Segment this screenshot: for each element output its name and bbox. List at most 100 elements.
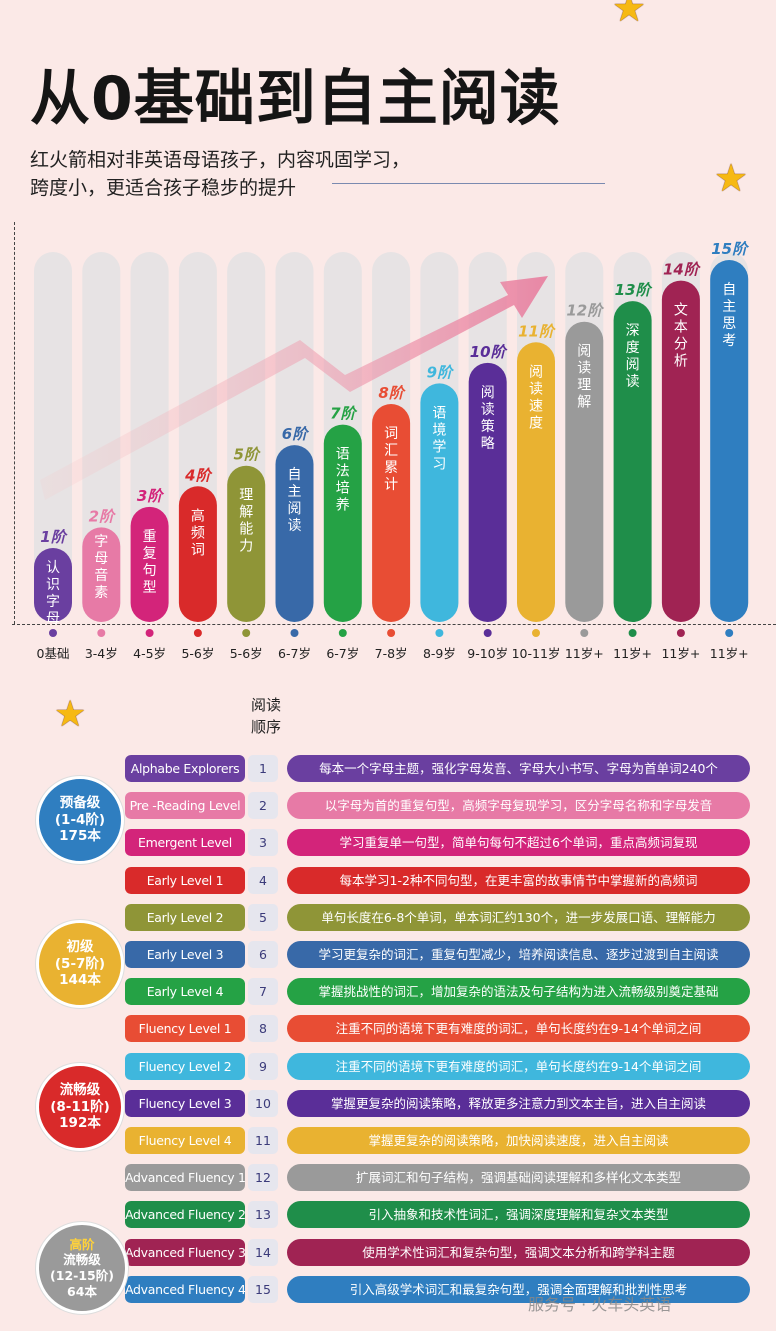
stage-label: 4阶 [184,466,212,484]
axis-dot [483,629,492,637]
x-tick-label: 11岁+ [661,646,700,661]
level-number: 8 [248,1015,278,1043]
level-row: Alphabe Explorers 1 每本一个字母主题，强化字母发音、字母大小书写… [0,755,776,783]
bar-label-char: 解 [577,395,591,411]
bar-label-char: 理 [239,488,253,504]
level-name: Fluency Level 1 [125,1015,245,1043]
level-number: 3 [248,829,278,857]
level-description: 单句长度在6-8个单词，单本词汇约130个，进一步发展口语、理解能力 [287,903,750,931]
bar-label-char: 析 [674,354,688,370]
bar-label-char: 重 [143,529,157,545]
bar-label-char: 读 [577,360,591,377]
x-tick-label: 7-8岁 [375,646,408,661]
bar-label-char: 句 [143,563,157,579]
bar-label-char: 培 [336,481,350,497]
level-name: Advanced Fluency 3 [125,1238,245,1266]
level-row: Emergent Level 3 学习重复单一句型，简单句每句不超过6个单词，重点高… [0,829,776,857]
bar-label-char: 型 [143,580,157,596]
axis-dot [580,629,589,637]
axis-dot [145,629,154,637]
level-row: Fluency Level 2 9 注重不同的语境下更有难度的词汇，单句长度约在9-… [0,1052,776,1081]
stage-label: 14阶 [663,261,701,279]
bar-track [82,252,121,622]
tier-line: 144本 [59,972,101,989]
bar-label-char: 阅 [288,501,302,517]
stage-label: 11阶 [518,322,556,340]
bar-label-char: 认 [46,560,60,576]
bar-label-char: 识 [46,577,60,593]
level-row: Early Level 3 6 学习更复杂的词汇，重复句型减少，培养阅读信息、逐步过… [0,941,776,969]
level-name: Pre -Reading Level [125,792,245,820]
stage-label: 10阶 [470,343,508,361]
chart-y-axis [14,222,15,624]
bar-label-char: 养 [336,498,350,514]
x-tick-label: 0基础 [37,646,70,661]
page-title: 从0基础到自主阅读 [30,64,561,134]
level-row: Fluency Level 4 11 掌握更复杂的阅读策略，加快阅读速度，进入自主阅… [0,1127,776,1155]
x-tick-label: 11岁+ [710,646,749,661]
level-name: Emergent Level [125,829,245,857]
level-name: Alphabe Explorers [125,755,245,782]
bar-label-char: 母 [94,551,108,567]
bar-label-char: 读 [529,380,543,397]
bar-label-char: 自 [288,467,302,483]
level-description: 每本一个字母主题，强化字母发音、字母大小书写、字母为首单词240个 [287,755,750,782]
level-name: Early Level 1 [125,866,245,894]
level-number: 5 [248,903,278,931]
level-name: Early Level 4 [125,978,245,1006]
level-number: 9 [248,1052,278,1080]
bar-label-char: 字 [94,534,108,550]
stage-label: 15阶 [711,240,749,258]
bar-label-char: 复 [143,545,157,562]
bar-label-char: 读 [288,517,302,534]
bar-label-char: 语 [432,405,446,421]
level-description: 注重不同的语境下更有难度的词汇，单句长度约在9-14个单词之间 [287,1052,750,1080]
stage-label: 7阶 [330,405,357,423]
bar-track [34,252,72,622]
bar-label-char: 能 [239,522,253,538]
bar [517,342,555,622]
tier-line: 预备级 [59,794,101,811]
level-row: Early Level 4 7 掌握挑战性的词汇，增加复杂的语法及句子结构为进入流畅… [0,978,776,1006]
tier-badge: 初级 (5-7阶) 144本 [36,920,124,1008]
chart-baseline [12,624,776,625]
bar [227,465,266,622]
level-number: 2 [248,792,278,820]
bar-label-char: 度 [529,415,543,431]
bar-label-char: 语 [336,447,350,463]
level-row: Fluency Level 3 10 掌握更复杂的阅读策略，释放更多注意力到文本主旨… [0,1089,776,1118]
star-icon: ★ [714,156,749,200]
bar-label-char: 音 [94,567,108,584]
bar-label-char: 理 [577,378,591,394]
bar-label-char: 分 [674,337,688,353]
level-name: Advanced Fluency 2 [125,1201,245,1229]
star-icon: ★ [612,0,647,30]
bar-label-char: 词 [191,542,205,558]
bar-label-char: 累 [384,460,398,476]
level-description: 掌握更复杂的阅读策略，释放更多注意力到文本主旨，进入自主阅读 [287,1089,750,1117]
x-tick-label: 4-5岁 [133,646,166,661]
star-icon: ★ [54,694,87,735]
tier-line: 64本 [67,1283,97,1299]
bar-label-char: 略 [481,436,495,452]
stage-label: 3阶 [137,487,164,505]
bar [420,383,459,622]
stage-label: 13阶 [615,281,653,299]
bar-label-char: 阅 [626,357,640,373]
bar-label-char: 考 [722,333,736,349]
tier-line: 流畅级 [59,1081,101,1098]
level-description: 掌握更复杂的阅读策略，加快阅读速度，进入自主阅读 [287,1127,750,1154]
bar-label-char: 主 [722,299,736,315]
bar-label-char: 自 [722,282,736,298]
level-number: 4 [248,866,278,894]
x-tick-label: 11岁+ [565,646,604,661]
axis-dot [387,629,396,637]
bar-label-char: 阅 [481,385,495,401]
bar [178,486,217,622]
subtitle-line-2: 跨度小，更适合孩子稳步的提升 [30,177,297,199]
tier-line: (1-4阶) [54,811,106,828]
tier-line: (12-15阶) [50,1268,114,1283]
level-description: 使用学术性词汇和复杂句型，强调文本分析和跨学科主题 [287,1238,750,1266]
bar-label-char: 字 [46,594,60,610]
bar-label-char: 阅 [577,344,591,360]
